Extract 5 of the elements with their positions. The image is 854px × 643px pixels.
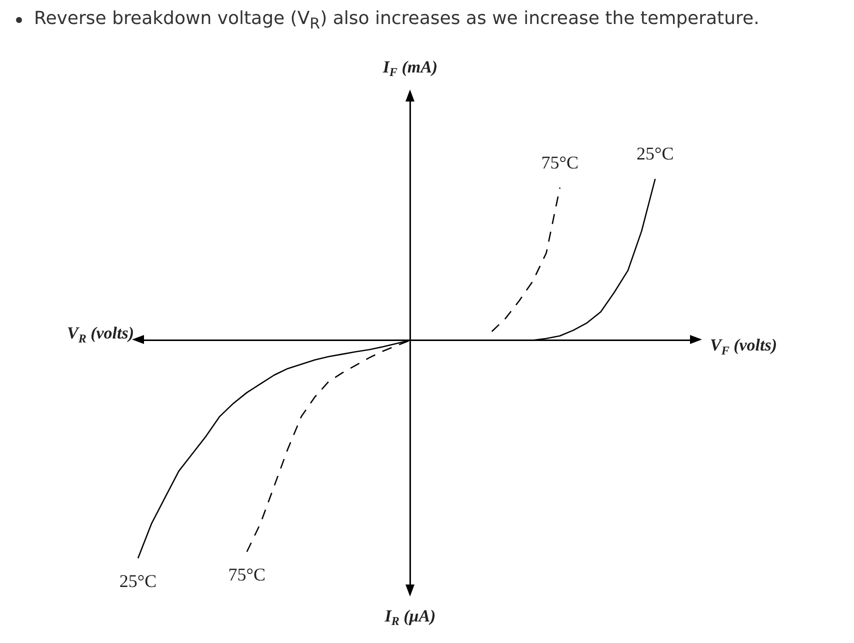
text: 75°C bbox=[541, 152, 579, 172]
chart-title: Reverse breakdown voltage (V$_{R}$) also increases as we increase the temperature. bbox=[34, 8, 760, 33]
series-label: 75°C bbox=[228, 564, 266, 584]
text: 25°C bbox=[636, 143, 674, 164]
series-label: 25°C bbox=[119, 570, 157, 591]
